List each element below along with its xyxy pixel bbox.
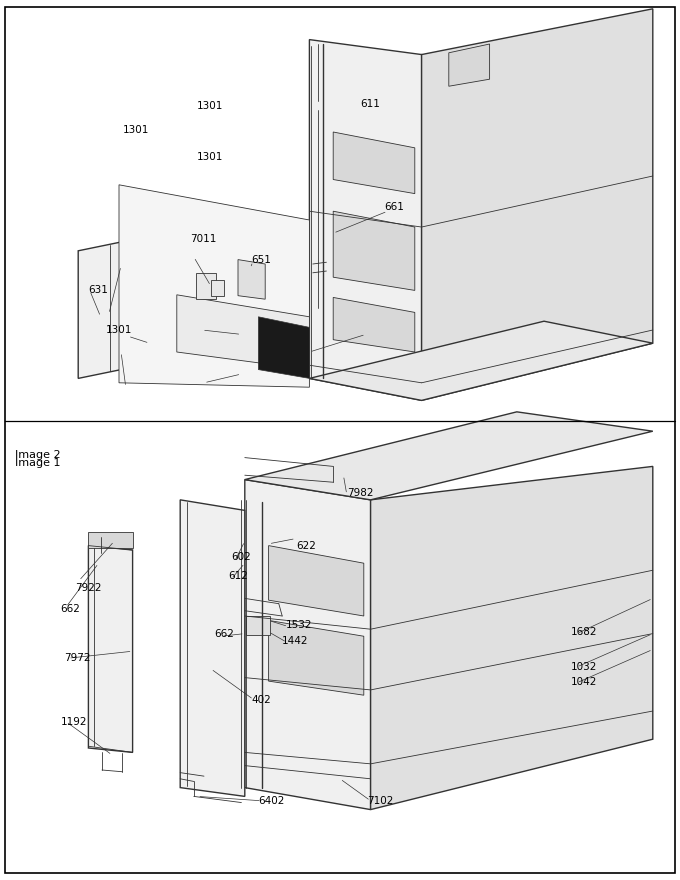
Text: 7011: 7011 [190,234,217,245]
Polygon shape [309,40,422,400]
Text: 662: 662 [60,604,80,614]
Text: 7922: 7922 [75,583,101,593]
Bar [88,532,133,548]
Text: Image 2: Image 2 [15,450,61,459]
Polygon shape [245,480,371,810]
Text: 1301: 1301 [122,125,149,136]
Text: 1032: 1032 [571,662,598,672]
Polygon shape [238,260,265,299]
Polygon shape [333,211,415,290]
Polygon shape [333,297,415,352]
Text: 631: 631 [88,285,108,296]
Text: 651: 651 [252,254,271,265]
Text: 622: 622 [296,540,316,551]
Polygon shape [449,44,490,86]
Bar [196,273,216,299]
Polygon shape [269,546,364,616]
Bar [211,280,224,296]
Text: 1192: 1192 [61,716,88,727]
Text: 661: 661 [384,202,404,212]
Text: 612: 612 [228,571,248,582]
Text: 1442: 1442 [282,635,309,646]
Polygon shape [119,185,309,387]
Text: 1301: 1301 [197,100,224,111]
Polygon shape [180,500,245,796]
Text: 662: 662 [214,628,234,639]
Text: 7102: 7102 [367,796,394,806]
Text: 6402: 6402 [258,796,285,806]
Bar [246,616,270,635]
Polygon shape [88,546,133,752]
Polygon shape [371,466,653,810]
Text: 1301: 1301 [197,151,224,162]
Text: 602: 602 [231,552,251,562]
Text: 402: 402 [252,694,271,705]
Text: 7972: 7972 [65,653,91,664]
Text: 1301: 1301 [105,325,132,335]
Polygon shape [78,242,121,378]
Text: Image 1: Image 1 [15,458,61,468]
Polygon shape [333,132,415,194]
Text: 1682: 1682 [571,627,598,637]
Polygon shape [245,412,653,500]
Polygon shape [269,620,364,695]
Polygon shape [422,9,653,400]
Polygon shape [258,317,309,378]
Text: 1532: 1532 [286,620,312,630]
Polygon shape [177,295,309,370]
Polygon shape [309,321,653,400]
Text: 1042: 1042 [571,677,598,687]
Text: 611: 611 [360,99,380,109]
Text: 7982: 7982 [347,488,373,498]
